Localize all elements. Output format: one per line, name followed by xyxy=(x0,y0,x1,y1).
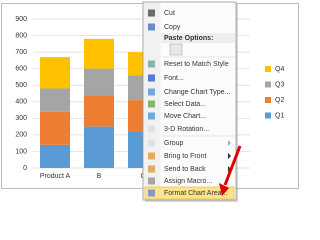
legend-label: Q2 xyxy=(275,97,284,104)
legend-swatch xyxy=(265,66,271,72)
bar-segment xyxy=(40,88,70,112)
legend-swatch xyxy=(265,112,271,119)
menu-item-label[interactable]: Copy xyxy=(164,24,181,31)
y-tick-label: 700 xyxy=(15,49,27,56)
submenu-arrow xyxy=(228,166,231,172)
bar-segment xyxy=(84,68,114,96)
y-tick-label: 800 xyxy=(15,32,27,39)
menu-item-label: Paste Options: xyxy=(164,35,213,42)
menu-icon xyxy=(148,125,155,133)
menu-item-label[interactable]: Select Data... xyxy=(164,101,206,108)
menu-highlight xyxy=(144,186,235,200)
bar-segment xyxy=(40,111,70,145)
menu-item-label: 3-D Rotation... xyxy=(164,126,209,133)
menu-icon xyxy=(148,189,155,197)
menu-item-label[interactable]: Send to Back xyxy=(164,166,206,173)
menu-item-label[interactable]: Cut xyxy=(164,10,175,17)
menu-item-label[interactable]: Reset to Match Style xyxy=(164,61,229,68)
bar-segment xyxy=(40,57,70,89)
menu-icon xyxy=(148,74,155,82)
menu-header-bg xyxy=(161,33,235,43)
menu-icon xyxy=(148,165,155,173)
x-tick-label: B xyxy=(97,173,102,180)
y-tick-label: 600 xyxy=(15,66,27,73)
submenu-arrow xyxy=(228,153,231,159)
legend-swatch xyxy=(265,81,271,88)
menu-icon xyxy=(148,139,155,147)
legend-label: Q4 xyxy=(275,66,284,73)
y-tick-label: 300 xyxy=(15,115,27,122)
legend-swatch xyxy=(265,97,271,103)
y-tick-label: 400 xyxy=(15,99,27,106)
y-tick-label: 200 xyxy=(15,132,27,139)
y-tick-label: 500 xyxy=(15,82,27,89)
bar-segment xyxy=(84,95,114,127)
menu-icon xyxy=(148,152,155,160)
context-menu: Cut Copy Paste Options: Reset to Match Styl… xyxy=(142,1,238,202)
submenu-arrow xyxy=(228,140,231,146)
menu-icon xyxy=(148,88,155,96)
x-tick-label: Product A xyxy=(40,173,71,180)
menu-item-label[interactable]: Format Chart Area... xyxy=(164,190,227,197)
y-tick-label: 900 xyxy=(15,16,27,23)
legend-label: Q3 xyxy=(275,81,284,88)
menu-item-label: Group xyxy=(164,140,184,147)
bar-segment xyxy=(84,126,114,168)
menu-item-label[interactable]: Move Chart... xyxy=(164,113,206,120)
menu-item-label[interactable]: Bring to Front xyxy=(164,153,206,160)
y-tick-label: 0 xyxy=(23,165,27,172)
menu-item-label[interactable]: Font... xyxy=(164,75,184,82)
menu-icon xyxy=(148,112,155,120)
menu-icon xyxy=(148,23,155,31)
bar-segment xyxy=(40,144,70,168)
menu-icon xyxy=(148,9,155,17)
red-arrow xyxy=(219,145,242,196)
y-tick-label: 100 xyxy=(15,148,27,155)
menu-icon xyxy=(148,60,155,68)
menu-item-label[interactable]: Change Chart Type... xyxy=(164,89,230,96)
paste-icon xyxy=(169,43,183,56)
legend-label: Q1 xyxy=(275,112,284,119)
menu-icon xyxy=(148,177,155,185)
menu-item-label[interactable]: Assign Macro... xyxy=(164,178,212,185)
menu-icon xyxy=(148,100,155,108)
bar-segment xyxy=(84,38,114,69)
